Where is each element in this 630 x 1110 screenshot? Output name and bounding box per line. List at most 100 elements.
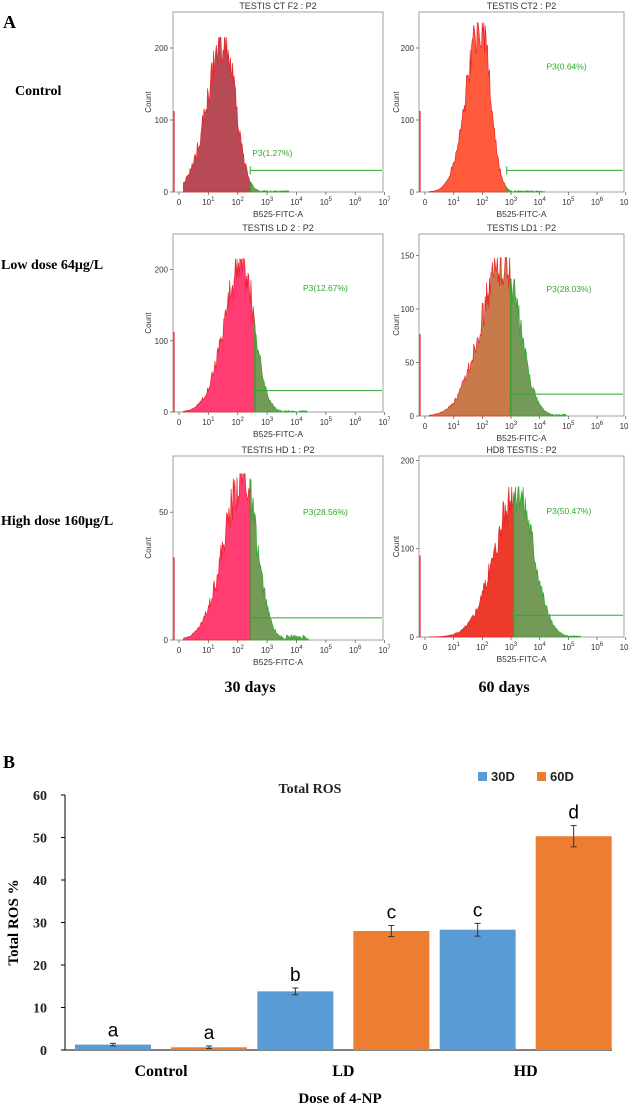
- histogram-area-below-gate: [183, 473, 251, 641]
- histogram-title: TESTIS CT F2 : P2: [239, 1, 316, 11]
- x-tick-exponent: 1: [456, 197, 460, 203]
- y-axis-label: Count: [392, 535, 401, 557]
- x-tick-label: 105: [562, 421, 575, 431]
- x-tick-exponent: 6: [358, 417, 362, 423]
- significance-letter: d: [568, 803, 579, 824]
- x-tick-exponent: 6: [358, 197, 362, 203]
- significance-letter: a: [204, 1023, 215, 1044]
- y-tick-label: 200: [401, 44, 415, 53]
- x-tick-label: 106: [349, 197, 362, 207]
- y-tick-label: 100: [401, 305, 415, 314]
- histogram-title: TESTIS HD 1 : P2: [241, 445, 314, 455]
- histogram-area-below-gate: [183, 257, 256, 413]
- column-label-30-days: 30 days: [224, 679, 276, 696]
- histogram-low-dose-30d: TESTIS LD 2 : P2 0 100 200 Count 0 101 102 103 10…: [144, 223, 390, 439]
- x-tick-exponent: 5: [329, 417, 333, 423]
- x-axis-label: B525-FITC-A: [496, 209, 546, 219]
- histogram-area-below-gate: [183, 36, 252, 193]
- gate-percent-label: P3(1.27%): [252, 148, 292, 158]
- x-tick-label: 105: [320, 645, 333, 655]
- x-tick-label: 104: [534, 197, 547, 207]
- x-tick-label: 103: [505, 197, 518, 207]
- bar-hd-30d: [439, 929, 516, 1050]
- x-tick-exponent: 3: [514, 421, 518, 427]
- x-tick-label: 102: [476, 421, 489, 431]
- y-axis-label: Count: [392, 314, 401, 336]
- x-tick-label: 107: [620, 197, 628, 207]
- gate-percent-label: P3(12.67%): [303, 283, 348, 293]
- x-tick-exponent: 3: [514, 197, 518, 203]
- x-tick-label: 102: [232, 197, 245, 207]
- x-tick-label: 0: [177, 646, 182, 655]
- y-tick-label: 0: [410, 633, 415, 642]
- x-tick-label: 107: [378, 417, 390, 427]
- x-tick-label: 0: [423, 643, 428, 652]
- y-tick-label: 30: [33, 917, 47, 932]
- y-tick-label: 40: [33, 874, 47, 889]
- y-tick-label: 60: [33, 789, 47, 804]
- y-tick-label: 50: [159, 508, 168, 517]
- x-tick-label: 103: [261, 417, 274, 427]
- bar-hd-60d: [535, 836, 612, 1050]
- x-tick-label: 105: [320, 197, 333, 207]
- x-tick-label: 107: [378, 645, 390, 655]
- x-tick-label: 104: [290, 417, 303, 427]
- y-tick-label: 100: [155, 116, 169, 125]
- x-tick-label: 101: [448, 642, 461, 652]
- histogram-area-gated-p3: [506, 186, 545, 193]
- x-tick-exponent: 6: [600, 421, 604, 427]
- significance-letter: a: [108, 1020, 119, 1041]
- x-tick-label: 102: [476, 197, 489, 207]
- x-tick-label: 102: [476, 642, 489, 652]
- x-tick-exponent: 1: [211, 645, 215, 651]
- x-tick-exponent: 3: [270, 417, 274, 423]
- significance-letter: b: [290, 965, 301, 986]
- x-tick-exponent: 3: [270, 197, 274, 203]
- histogram-area-below-gate: [428, 257, 512, 417]
- row-label-control: Control: [15, 84, 62, 99]
- x-category-label-hd: HD: [514, 1063, 538, 1080]
- x-tick-exponent: 5: [329, 197, 333, 203]
- x-tick-label: 103: [505, 421, 518, 431]
- y-tick-label: 200: [401, 456, 415, 465]
- x-tick-label: 0: [423, 198, 428, 207]
- x-tick-exponent: 6: [600, 642, 604, 648]
- x-tick-exponent: 7: [387, 645, 390, 651]
- x-tick-label: 0: [177, 418, 182, 427]
- x-tick-label: 105: [562, 197, 575, 207]
- y-tick-label: 100: [155, 337, 169, 346]
- gate-percent-label: P3(50.47%): [547, 506, 592, 516]
- legend-label-60d: 60D: [550, 769, 574, 784]
- x-tick-exponent: 4: [542, 197, 546, 203]
- x-tick-label: 0: [177, 198, 182, 207]
- histogram-area-gated-p3: [512, 486, 581, 638]
- legend-label-30d: 30D: [491, 769, 515, 784]
- row-label-high-dose: High dose 160μg/L: [1, 514, 114, 529]
- x-tick-exponent: 6: [358, 645, 362, 651]
- x-tick-label: 102: [232, 417, 245, 427]
- y-tick-label: 100: [401, 545, 415, 554]
- significance-letter: c: [387, 902, 397, 923]
- x-tick-label: 104: [290, 197, 303, 207]
- histogram-area-gated-p3: [249, 478, 309, 641]
- x-tick-label: 103: [261, 197, 274, 207]
- y-tick-label: 50: [405, 358, 414, 367]
- y-tick-label: 100: [401, 116, 415, 125]
- x-tick-exponent: 2: [485, 197, 489, 203]
- x-tick-exponent: 4: [299, 197, 303, 203]
- x-tick-label: 101: [202, 645, 215, 655]
- x-category-label-control: Control: [134, 1063, 188, 1080]
- x-tick-label: 103: [261, 645, 274, 655]
- x-tick-exponent: 7: [387, 417, 390, 423]
- row-label-low-dose: Low dose 64μg/L: [1, 258, 104, 273]
- x-tick-label: 105: [562, 642, 575, 652]
- x-tick-label: 101: [448, 421, 461, 431]
- x-axis-label: B525-FITC-A: [253, 209, 303, 219]
- histogram-high-dose-30d: TESTIS HD 1 : P2 0 50 Count 0 101 102 103 104 105…: [144, 445, 390, 667]
- x-tick-label: 101: [202, 197, 215, 207]
- x-tick-exponent: 2: [241, 645, 245, 651]
- x-tick-exponent: 1: [211, 197, 215, 203]
- x-tick-exponent: 1: [456, 421, 460, 427]
- x-axis-label: B525-FITC-A: [496, 654, 546, 664]
- y-tick-label: 0: [164, 188, 169, 197]
